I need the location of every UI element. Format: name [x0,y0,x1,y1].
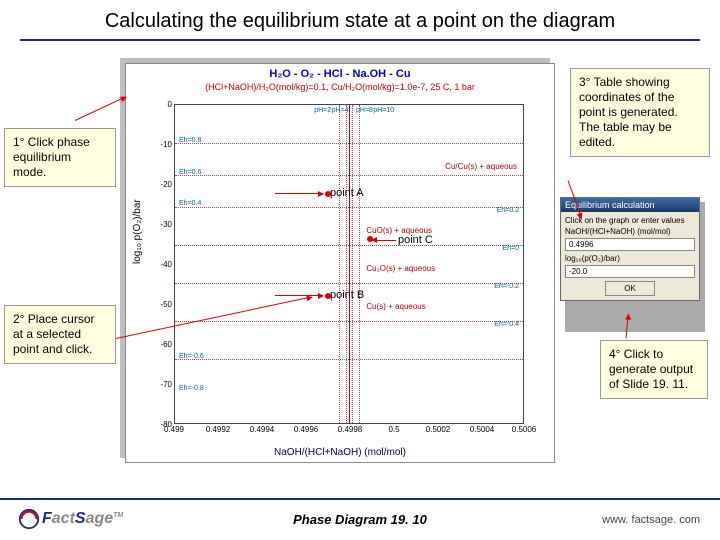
dialog-y-input[interactable]: -20.0 [565,265,695,278]
region-label: Cu₂O(s) + aqueous [366,264,435,273]
plot-area[interactable]: Eh=0.8 Eh=0.6 Eh=0.4 pH=2 pH=4 pH=8 pH=1… [174,104,524,424]
xtick: 0.5006 [512,425,536,434]
dialog-instruction: Click on the graph or enter values [565,216,695,225]
diagram-box: H₂O - O₂ - HCl - Na.OH - Cu (HCl+NaOH)/H… [125,63,555,463]
page-title: Calculating the equilibrium state at a p… [0,0,720,39]
curve-label: Eh=0.6 [179,169,201,176]
curve-label: Eh=-0.4 [494,321,519,328]
ytick: -70 [154,380,172,389]
callout-2: 2° Place cursor at a selected point and … [4,305,116,364]
xtick: 0.4992 [206,425,230,434]
footer: FactSageTM Phase Diagram 19. 10 www. fac… [0,498,720,540]
arrow-point-c [372,240,396,241]
ytick: -50 [154,300,172,309]
curve-label: Eh=0.8 [179,137,201,144]
point-b-label: point B [330,289,364,301]
xtick: 0.499 [164,425,184,434]
x-axis-label: NaOH/(HCl+NaOH) (mol/mol) [126,447,554,458]
diagram-title2: (HCl+NaOH)/H₂O(mol/kg)=0.1, Cu/H₂O(mol/k… [126,82,554,92]
dialog-x-input[interactable]: 0.4996 [565,238,695,251]
curve-label: Eh=0 [502,245,519,252]
xtick: 0.4996 [294,425,318,434]
y-axis-label: log₁₀ p(O₂)/bar [132,199,143,264]
ytick: -10 [154,140,172,149]
title-rule [20,39,700,41]
arrow-point-b [275,295,323,296]
site-url: www. factsage. com [602,514,700,526]
dialog-ok-button[interactable]: OK [605,281,655,296]
curve-label: Eh=-0.2 [494,283,519,290]
curve-label: pH=2 [314,107,331,114]
ytick: -20 [154,180,172,189]
region-label: Cu/Cu(s) + aqueous [445,162,517,171]
callout-3: 3° Table showing coordinates of the poin… [570,68,710,157]
curve-label: Eh=-0.6 [179,353,204,360]
point-a-label: point A [330,187,364,199]
curve-label: pH=10 [373,107,394,114]
xtick: 0.5002 [426,425,450,434]
curve-label: Eh=0.4 [179,200,201,207]
arrow-c1 [75,96,126,121]
arrow-point-a [275,193,323,194]
region-label: Cu(s) + aqueous [366,302,425,311]
xtick: 0.5004 [470,425,494,434]
dialog-title: Equilibrium calculation [561,198,699,212]
dialog-ylabel: log₁₀(p(O₂)/bar) [565,254,695,263]
point-c-label: point C [398,234,433,246]
ytick: -60 [154,340,172,349]
ytick: 0 [154,100,172,109]
callout-1: 1° Click phase equilibrium mode. [4,128,116,187]
curve-label: Eh=-0.8 [179,385,204,392]
curve-label: pH=4 [332,107,349,114]
xtick: 0.5 [388,425,399,434]
curve-label: Eh=0.2 [497,207,519,214]
curve-label: pH=8 [356,107,373,114]
dialog-xlabel: NaOH/(HCl+NaOH) (mol/mol) [565,227,695,236]
xtick: 0.4998 [338,425,362,434]
diagram-title1: H₂O - O₂ - HCl - Na.OH - Cu [126,68,554,80]
callout-4: 4° Click to generate output of Slide 19.… [600,340,708,399]
main-area: 1° Click phase equilibrium mode. 2° Plac… [0,50,720,490]
ytick: -30 [154,220,172,229]
xtick: 0.4994 [250,425,274,434]
ytick: -40 [154,260,172,269]
